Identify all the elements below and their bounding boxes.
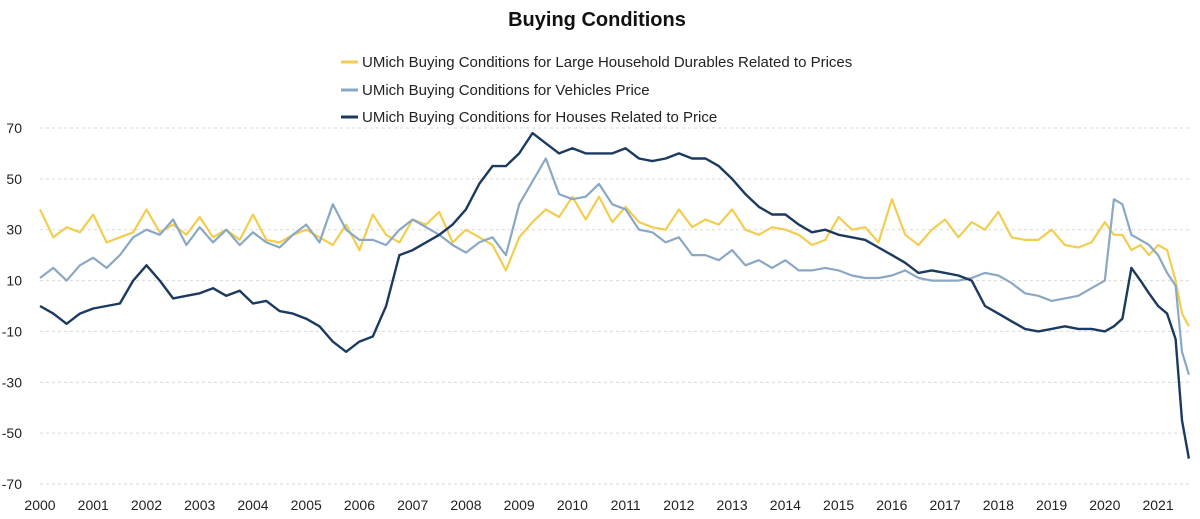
y-tick-label: 10 <box>6 273 22 289</box>
series-line-houses <box>39 131 1191 459</box>
legend-item-vehicles: UMich Buying Conditions for Vehicles Pri… <box>341 82 650 99</box>
x-tick-label: 2000 <box>24 497 55 513</box>
y-tick-label: 70 <box>6 120 22 136</box>
x-tick-label: 2004 <box>237 497 268 513</box>
x-tick-label: 2009 <box>504 497 535 513</box>
x-tick-label: 2005 <box>291 497 322 513</box>
x-tick-label: 2007 <box>397 497 428 513</box>
legend-item-durables: UMich Buying Conditions for Large Househ… <box>341 54 852 71</box>
x-tick-label: 2008 <box>450 497 481 513</box>
x-tick-label: 2012 <box>663 497 694 513</box>
y-tick-label: -50 <box>2 425 22 441</box>
x-tick-label: 2010 <box>557 497 588 513</box>
chart-title: Buying Conditions <box>508 9 686 31</box>
series-line-durables <box>39 195 1190 327</box>
y-tick-label: -10 <box>2 323 22 339</box>
legend-label-vehicles: UMich Buying Conditions for Vehicles Pri… <box>362 82 650 99</box>
legend: UMich Buying Conditions for Large Househ… <box>341 54 852 126</box>
x-axis: 2000 2001 2002 2003 2004 2005 2006 2007 2008 2009… <box>24 497 1173 513</box>
x-tick-label: 2014 <box>770 497 801 513</box>
y-tick-label: 30 <box>6 222 22 238</box>
legend-label-houses: UMich Buying Conditions for Houses Relat… <box>362 109 717 126</box>
grid-lines <box>40 127 1190 485</box>
x-tick-label: 2019 <box>1036 497 1067 513</box>
plot-lines <box>39 131 1191 459</box>
legend-item-houses: UMich Buying Conditions for Houses Relat… <box>341 109 717 126</box>
x-tick-label: 2021 <box>1142 497 1173 513</box>
legend-label-durables: UMich Buying Conditions for Large Househ… <box>362 54 852 71</box>
x-tick-label: 2016 <box>876 497 907 513</box>
x-tick-label: 2018 <box>983 497 1014 513</box>
x-tick-label: 2020 <box>1089 497 1120 513</box>
x-tick-label: 2011 <box>611 497 641 513</box>
y-tick-label: -70 <box>2 476 22 492</box>
y-axis: 70 50 30 10 -10 -30 -50 -70 <box>2 120 22 492</box>
series-line-vehicles <box>39 157 1190 376</box>
x-tick-label: 2015 <box>823 497 854 513</box>
y-tick-label: 50 <box>6 171 22 187</box>
x-tick-label: 2017 <box>930 497 961 513</box>
x-tick-label: 2002 <box>131 497 162 513</box>
x-tick-label: 2006 <box>344 497 375 513</box>
x-tick-label: 2001 <box>78 497 109 513</box>
x-tick-label: 2003 <box>184 497 215 513</box>
x-tick-label: 2013 <box>717 497 748 513</box>
y-tick-label: -30 <box>2 374 22 390</box>
